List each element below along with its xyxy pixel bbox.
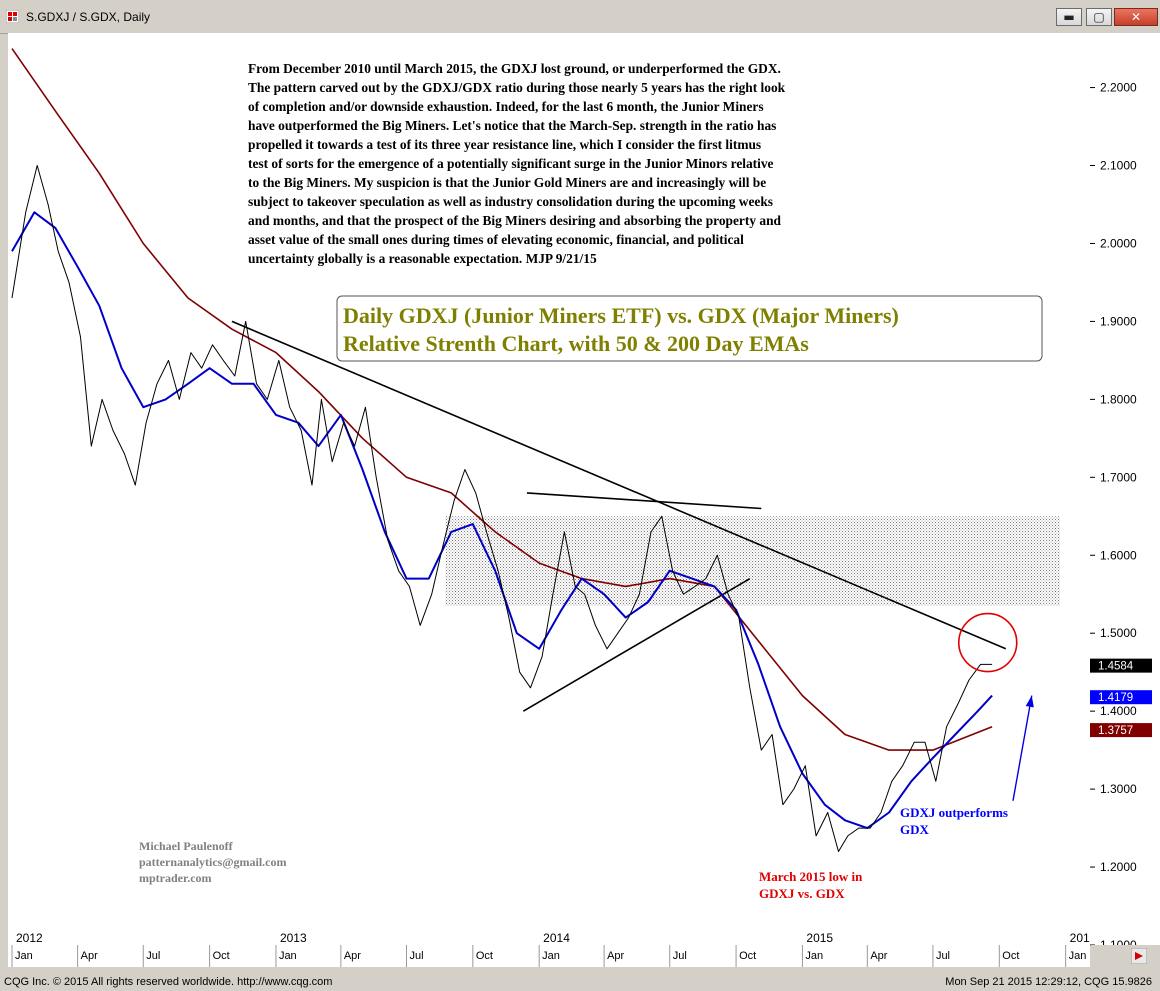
y-axis[interactable]: 1.1000 1.2000 1.3000 1.4000 1.5000 1.6000 1.70… [1090,33,1160,952]
year-label: 2012 [16,931,43,945]
ema-200-line [11,48,993,751]
y-tick-label: 2.0000 [1100,236,1137,250]
x-tick-label: Jan [805,950,823,962]
last-value-badge [1090,723,1152,738]
x-tick-label: Oct [213,950,230,962]
outperform-note-line1: GDXJ outperforms [900,805,1008,820]
scroll-right-icon[interactable] [1131,948,1147,964]
arrow-head [1025,695,1034,708]
y-axis-canvas: 1.1000 1.2000 1.3000 1.4000 1.5000 1.6000 1.70… [1090,81,1152,952]
year-label: 2015 [806,931,833,945]
y-tick-label: 1.4000 [1100,704,1137,718]
x-tick-label: Oct [1002,950,1019,962]
year-label: 2013 [280,931,307,945]
commentary-line: The pattern carved out by the GDXJ/GDX r… [248,80,786,95]
price-line [11,165,993,852]
title-bar: S.GDXJ / S.GDX, Daily ▬ ▢ ✕ [0,0,1160,34]
chart-canvas: From December 2010 until March 2015, the… [11,48,1097,945]
y-tick-label: 1.5000 [1100,626,1137,640]
x-tick-label: Apr [607,950,624,962]
last-value-label: 1.4179 [1098,692,1133,704]
commentary-line: test of sorts for the emergence of a pot… [248,156,774,171]
x-tick-label: Oct [739,950,756,962]
y-tick-label: 1.2000 [1100,860,1137,874]
close-icon: ✕ [1130,10,1142,24]
x-tick-label: Jul [673,950,687,962]
march-low-note-line1: March 2015 low in [759,869,863,884]
x-axis-canvas: Jan Apr Jul Oct Jan Apr Jul Oct Jan Apr Jul Oct Jan A… [11,945,1087,967]
chart-title: Daily GDXJ (Junior Miners ETF) vs. GDX (… [343,303,899,328]
y-tick-label: 2.1000 [1100,159,1137,173]
highlight-circle [957,612,1018,673]
y-tick-label: 1.7000 [1100,470,1137,484]
last-value-label: 1.3757 [1098,725,1133,737]
outperform-arrow [1012,695,1033,801]
outperform-note-line2: GDX [900,822,930,837]
last-value-badge [1090,690,1152,705]
y-tick-label: 1.8000 [1100,392,1137,406]
march-low-note-line2: GDXJ vs. GDX [759,886,845,901]
last-value-label: 1.4584 [1098,661,1134,673]
commentary-text: From December 2010 until March 2015, the… [248,61,786,266]
x-tick-label: Jan [542,950,560,962]
restore-icon: ▢ [1093,10,1105,24]
author-email: patternanalytics@gmail.com [139,855,286,869]
y-tick-label: 1.9000 [1100,314,1137,328]
resistance-zone [445,516,1061,606]
commentary-line: have outperformed the Big Miners. Let's … [248,118,776,133]
x-tick-label: Jul [936,950,950,962]
y-tick-label: 1.6000 [1100,548,1137,562]
close-button[interactable]: ✕ [1114,8,1158,26]
year-label: 2016 [1070,931,1090,945]
y-tick-label: 1.1000 [1100,938,1137,945]
x-tick-label: Jul [146,950,160,962]
year-label: 2014 [543,931,570,945]
x-tick-label: Jan [15,950,33,962]
commentary-line: From December 2010 until March 2015, the… [248,61,781,76]
chart-title-box [336,295,1043,362]
x-tick-label: Jan [1069,950,1087,962]
x-tick-label: Jan [279,950,297,962]
minimize-button[interactable]: ▬ [1056,8,1082,26]
status-bar: CQG Inc. © 2015 All rights reserved worl… [0,967,1160,991]
minimize-icon: ▬ [1063,10,1075,24]
author-website: mptrader.com [139,871,212,885]
commentary-line: propelled it towards a test of its three… [248,137,761,152]
top-trendline [526,492,762,510]
commentary-line: asset value of the small ones during tim… [248,232,744,247]
y-tick-label: 2.2000 [1100,81,1137,95]
author-name: Michael Paulenoff [139,839,234,853]
copyright-text: CQG Inc. © 2015 All rights reserved worl… [4,976,333,988]
x-axis[interactable]: Jan Apr Jul Oct Jan Apr Jul Oct Jan Apr Jul Oct Jan A… [8,945,1090,967]
chart-subtitle: Relative Strenth Chart, with 50 & 200 Da… [343,331,809,356]
commentary-line: of completion and/or downside exhaustion… [248,99,764,114]
x-tick-label: Oct [476,950,493,962]
timestamp-text: Mon Sep 21 2015 12:29:12, CQG 15.9826 [945,976,1152,988]
chart-plot-area[interactable]: From December 2010 until March 2015, the… [8,33,1097,946]
window-title: S.GDXJ / S.GDX, Daily [26,10,151,24]
commentary-line: subject to takeover speculation as well … [248,194,773,209]
x-tick-label: Apr [344,950,361,962]
commentary-line: to the Big Miners. My suspicion is that … [248,175,766,190]
restore-button[interactable]: ▢ [1086,8,1112,26]
rising-support-trendline [522,577,751,712]
x-tick-label: Apr [81,950,98,962]
x-tick-label: Jul [409,950,423,962]
y-tick-label: 1.3000 [1100,782,1137,796]
last-value-badge [1090,658,1152,673]
commentary-line: uncertainty globally is a reasonable exp… [248,251,597,266]
cqg-app-icon [6,10,19,23]
resistance-trendline [231,320,1007,650]
x-tick-label: Apr [870,950,887,962]
commentary-line: and months, and that the prospect of the… [248,213,782,228]
